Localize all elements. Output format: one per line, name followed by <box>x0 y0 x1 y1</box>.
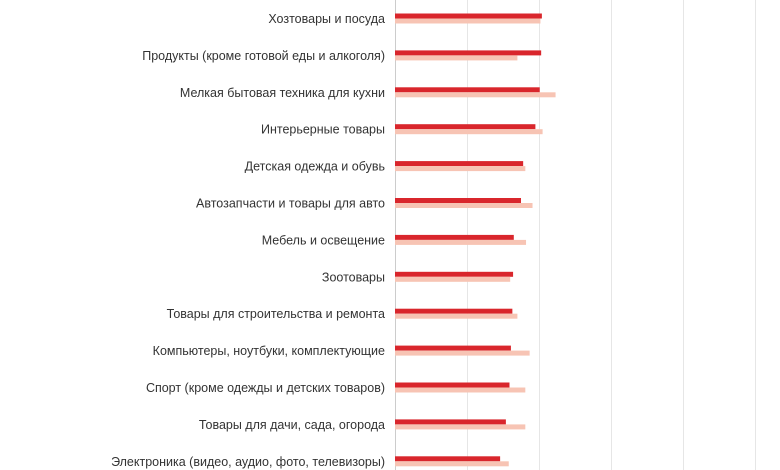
category-label: Интерьерные товары <box>261 123 385 137</box>
category-label: Мебель и освещение <box>262 233 385 247</box>
bar-series-1 <box>395 382 510 388</box>
category-label: Компьютеры, ноутбуки, комплектующие <box>153 344 385 358</box>
bar-series-2 <box>395 350 530 356</box>
category-label: Зоотовары <box>322 270 385 284</box>
bar-series-1 <box>395 271 514 277</box>
category-label: Товары для дачи, сада, огорода <box>199 418 385 432</box>
bar-series-1 <box>395 456 501 462</box>
bar-series-1 <box>395 419 506 425</box>
category-label: Мелкая бытовая техника для кухни <box>180 86 385 100</box>
category-label: Электроника (видео, аудио, фото, телевиз… <box>111 455 385 469</box>
bar-series-2 <box>395 239 527 245</box>
bar-series-2 <box>395 92 556 98</box>
bar-series-2 <box>395 203 533 208</box>
category-label: Хозтовары и посуда <box>268 12 385 26</box>
bar-series-2 <box>395 387 526 393</box>
bar-series-1 <box>395 345 511 351</box>
bar-series-2 <box>395 18 541 24</box>
bars-layer <box>395 13 556 467</box>
bar-series-1 <box>395 50 542 56</box>
bar-series-2 <box>395 129 543 135</box>
category-label: Спорт (кроме одежды и детских товаров) <box>146 381 385 395</box>
category-label: Товары для строительства и ремонта <box>167 307 385 321</box>
bar-series-2 <box>395 55 518 61</box>
bar-series-1 <box>395 161 524 167</box>
category-labels: Хозтовары и посуда Продукты (кроме готово… <box>111 12 385 469</box>
category-label: Автозапчасти и товары для авто <box>196 197 385 211</box>
bar-series-1 <box>395 234 514 240</box>
bar-series-2 <box>395 166 526 172</box>
bar-series-1 <box>395 87 540 93</box>
category-label: Детская одежда и обувь <box>245 160 385 174</box>
bar-series-2 <box>395 313 518 319</box>
bar-series-1 <box>395 198 521 203</box>
category-label: Продукты (кроме готовой еды и алкоголя) <box>142 49 385 63</box>
bar-series-2 <box>395 461 509 467</box>
bar-series-1 <box>395 124 536 130</box>
bar-series-2 <box>395 276 511 282</box>
bar-series-2 <box>395 424 526 430</box>
bar-series-1 <box>395 13 542 19</box>
bar-series-1 <box>395 308 513 314</box>
